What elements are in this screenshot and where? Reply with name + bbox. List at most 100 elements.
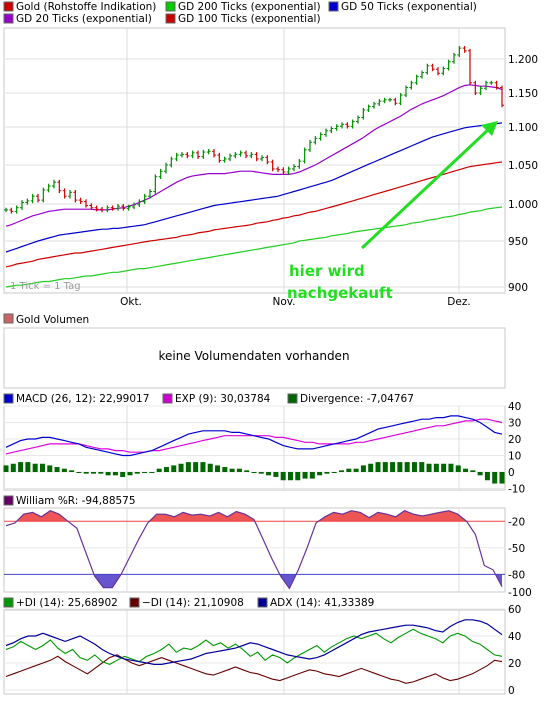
- divergence-bar: [76, 472, 82, 473]
- williams-grid: [4, 508, 505, 592]
- legend-label-macd: MACD (26, 12): 22,99017: [16, 393, 149, 405]
- macd-y-axis: 40 30 20 10 0 -10: [508, 401, 525, 496]
- legend-macd: MACD (26, 12): 22,99017 EXP (9): 30,0378…: [3, 393, 414, 405]
- gd50-line: [5, 122, 503, 253]
- divergence-bar: [419, 462, 425, 472]
- divergence-bar: [492, 472, 498, 484]
- divergence-bar: [244, 470, 250, 472]
- divergence-bar: [200, 462, 206, 472]
- y-tick-label: -80: [508, 569, 525, 581]
- y-tick-label: -50: [508, 543, 525, 555]
- volume-message: keine Volumendaten vorhanden: [158, 349, 349, 363]
- divergence-bar: [331, 472, 337, 473]
- y-tick-label: 20: [508, 434, 521, 446]
- annotation-line2: nachgekauft: [287, 284, 393, 302]
- legend-swatch-gold: [3, 1, 14, 12]
- williams-area: [4, 510, 505, 590]
- divergence-bar: [433, 463, 439, 472]
- moving-average-lines: [5, 84, 503, 288]
- volume-label: Gold Volumen: [16, 314, 89, 326]
- x-tick-label: Dez.: [447, 296, 470, 308]
- divergence-bar: [251, 472, 257, 473]
- macd-line: [5, 415, 503, 457]
- legend-label-gd200: GD 200 Ticks (exponential): [178, 1, 321, 13]
- divergence-bar: [258, 472, 264, 474]
- y-tick-label: 1.150: [508, 88, 538, 100]
- divergence-bar: [47, 465, 53, 472]
- dmi-y-axis: 60 40 20 0: [508, 604, 521, 697]
- legend-main: Gold (Rohstoffe Indikation) GD 200 Ticks…: [3, 1, 477, 25]
- legend-label-minus-di: −DI (14): 21,10908: [142, 597, 244, 609]
- divergence-bar: [207, 463, 213, 472]
- gd200-line: [5, 206, 503, 288]
- divergence-bar: [397, 462, 403, 472]
- y-tick-label: 900: [508, 282, 528, 294]
- y-tick-label: 0: [508, 467, 515, 479]
- y-tick-label: 40: [508, 401, 521, 413]
- y-tick-label: 950: [508, 236, 528, 248]
- divergence-bar: [69, 470, 75, 472]
- gd20-line: [5, 84, 503, 227]
- divergence-bar: [149, 472, 155, 473]
- divergence-bar: [112, 472, 118, 476]
- divergence-bar: [83, 472, 89, 474]
- divergence-bar: [375, 462, 381, 472]
- divergence-bar: [222, 467, 228, 472]
- legend-label-williams: William %R: -94,88575: [16, 495, 136, 507]
- volume-panel: [3, 327, 506, 389]
- divergence-bar: [477, 472, 483, 476]
- y-tick-label: 1.100: [508, 122, 538, 134]
- price-x-axis: Okt. Nov. Dez.: [120, 296, 471, 308]
- divergence-bar: [185, 462, 191, 472]
- oversold-area: [6, 574, 502, 589]
- legend-swatch-macd: [3, 393, 14, 404]
- legend-swatch-williams: [3, 495, 14, 506]
- divergence-bar: [470, 470, 476, 472]
- y-tick-label: 40: [508, 631, 521, 643]
- divergence-bar: [163, 467, 169, 472]
- legend-swatch-divergence: [287, 393, 298, 404]
- divergence-bar: [98, 472, 104, 474]
- divergence-bar: [484, 472, 490, 481]
- legend-swatch-minus-di: [129, 597, 140, 608]
- y-tick-label: -10: [508, 484, 525, 496]
- divergence-bar: [317, 472, 323, 476]
- divergence-bar: [91, 472, 97, 474]
- divergence-bar: [61, 468, 67, 472]
- y-tick-label: 0: [508, 685, 515, 697]
- divergence-bar: [178, 463, 184, 472]
- dmi-lines: [5, 619, 503, 684]
- divergence-bar: [368, 463, 374, 472]
- divergence-bar: [134, 472, 140, 474]
- divergence-bar: [156, 468, 162, 472]
- divergence-bar: [441, 463, 447, 472]
- adx-line: [5, 619, 503, 665]
- plus-di-line: [5, 628, 503, 666]
- divergence-bar: [215, 465, 221, 472]
- divergence-bar: [10, 463, 16, 472]
- y-tick-label: -100: [508, 587, 532, 599]
- divergence-bar: [455, 465, 461, 472]
- price-grid: [4, 28, 505, 293]
- legend-label-adx: ADX (14): 41,33389: [270, 597, 374, 609]
- williams-y-axis: -20 -50 -80 -100: [508, 516, 532, 599]
- y-tick-label: 1.000: [508, 199, 538, 211]
- williams-line: [5, 510, 503, 590]
- y-tick-label: 1.200: [508, 54, 538, 66]
- legend-swatch-exp: [162, 393, 173, 404]
- price-y-axis: 1.200 1.150 1.100 1.050 1.000 950 900: [508, 54, 538, 294]
- minus-di-line: [5, 654, 503, 684]
- legend-swatch-adx: [257, 597, 268, 608]
- legend-label-gd100: GD 100 Ticks (exponential): [178, 13, 321, 25]
- y-tick-label: -20: [508, 516, 525, 528]
- divergence-bar: [266, 472, 272, 476]
- divergence-bar: [499, 472, 505, 484]
- divergence-bar: [390, 462, 396, 472]
- divergence-bar: [25, 462, 31, 472]
- macd-lines: [5, 415, 503, 457]
- x-tick-label: Nov.: [272, 296, 295, 308]
- legend-label-gd50: GD 50 Ticks (exponential): [341, 1, 477, 13]
- legend-swatch-plus-di: [3, 597, 14, 608]
- divergence-bar: [229, 468, 235, 472]
- divergence-bar: [353, 468, 359, 472]
